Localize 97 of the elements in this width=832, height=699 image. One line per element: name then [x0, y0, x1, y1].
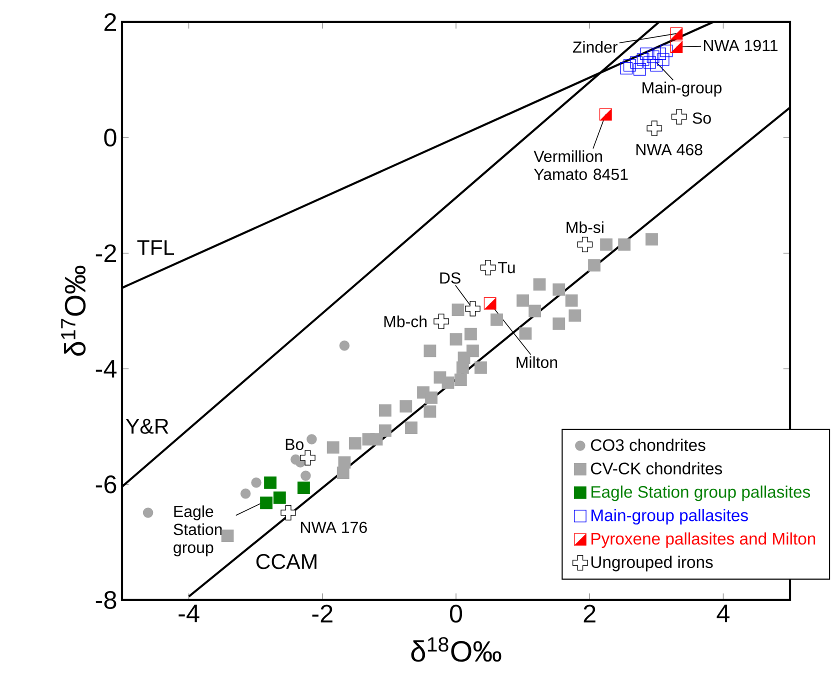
annotation: Eagle Station group: [174, 505, 222, 556]
legend-label: CV-CK chondrites: [591, 462, 722, 474]
annotation: Bo: [286, 438, 304, 450]
point: [646, 50, 660, 63]
point: [378, 424, 392, 437]
point: [646, 120, 662, 136]
point: [264, 476, 277, 489]
annotation: Tu: [498, 262, 515, 274]
point: [646, 233, 658, 246]
x-tick-label: 4: [716, 604, 730, 622]
x-tick-label: -2: [312, 604, 332, 622]
point: [654, 48, 666, 60]
legend-label: CO3 chondrites: [591, 438, 706, 452]
point: [568, 309, 582, 322]
point: [650, 59, 663, 72]
series-label: CCAM: [256, 554, 316, 570]
point: [533, 278, 546, 291]
annotation: Milton: [516, 356, 558, 368]
point: [434, 314, 449, 330]
point: [464, 328, 477, 340]
point: [251, 478, 262, 488]
point: [465, 301, 480, 316]
legend-label: Main-group pallasites: [592, 508, 748, 525]
point: [630, 56, 643, 69]
point: [577, 236, 593, 252]
point: [306, 434, 317, 444]
point: [425, 391, 438, 404]
y-tick-label: 0: [104, 128, 116, 147]
point: [620, 62, 633, 74]
point: [280, 505, 296, 520]
legend-label: Eagle Station group pallasites: [592, 486, 810, 502]
point: [452, 304, 464, 316]
x-axis-title: δ$^{18}$O‰: [411, 637, 502, 662]
annotation: So: [692, 112, 711, 124]
y-tick-label: -4: [96, 360, 117, 378]
y-axis-title: δ$^{17}$O‰: [61, 266, 86, 356]
x-tick-label: 2: [584, 604, 596, 622]
point: [348, 437, 362, 450]
point: [671, 109, 687, 124]
point: [618, 238, 631, 251]
y-tick-label: -6: [96, 475, 116, 494]
annotation: Mb-si: [566, 221, 604, 234]
x-tick-label: -4: [178, 604, 200, 622]
point: [273, 491, 286, 504]
point: [519, 327, 532, 340]
point: [240, 488, 251, 499]
legend-label: Ungrouped irons: [591, 556, 713, 572]
annotation: Zinder: [572, 41, 618, 53]
point: [588, 259, 600, 272]
point: [456, 361, 469, 374]
point: [634, 63, 646, 76]
point: [660, 44, 673, 58]
point: [424, 405, 436, 418]
point: [221, 530, 234, 542]
point: [490, 313, 503, 326]
point: [142, 508, 154, 518]
point: [623, 59, 636, 72]
point: [298, 482, 310, 494]
point: [636, 53, 650, 66]
y-tick-label: -2: [96, 244, 116, 262]
point: [260, 496, 272, 510]
annotation: Main-group: [642, 82, 722, 97]
point: [552, 283, 566, 296]
series-label: TFL: [137, 240, 174, 255]
point: [640, 48, 653, 60]
point: [644, 56, 656, 69]
annotation: NWA 176: [301, 522, 367, 534]
annotation: NWA 1911: [704, 40, 778, 52]
point: [454, 374, 467, 386]
point: [424, 344, 436, 358]
y-tick-label: 2: [104, 13, 116, 31]
point: [552, 318, 566, 330]
annotation: Vermillion Yamato 8451: [534, 150, 628, 180]
point: [326, 441, 340, 454]
y-tick-label: -8: [96, 591, 116, 609]
x-tick-label: 0: [450, 604, 462, 623]
series-label: Y&R: [126, 418, 168, 434]
legend-label: Pyroxene pallasites and Milton: [592, 532, 816, 548]
annotation: NWA 468: [636, 144, 702, 156]
point: [474, 361, 487, 374]
point: [378, 404, 392, 417]
point: [339, 340, 350, 351]
point: [565, 294, 578, 307]
point: [300, 470, 311, 481]
point: [528, 304, 542, 318]
point: [434, 371, 446, 384]
point: [480, 260, 496, 276]
annotation: Mb-ch: [384, 316, 426, 328]
point: [300, 450, 316, 466]
point: [516, 294, 530, 307]
annotation: DS: [440, 272, 460, 284]
point: [600, 238, 613, 251]
point: [405, 422, 418, 434]
point: [450, 333, 462, 346]
point: [656, 53, 670, 66]
point: [400, 400, 412, 413]
point: [336, 466, 350, 480]
